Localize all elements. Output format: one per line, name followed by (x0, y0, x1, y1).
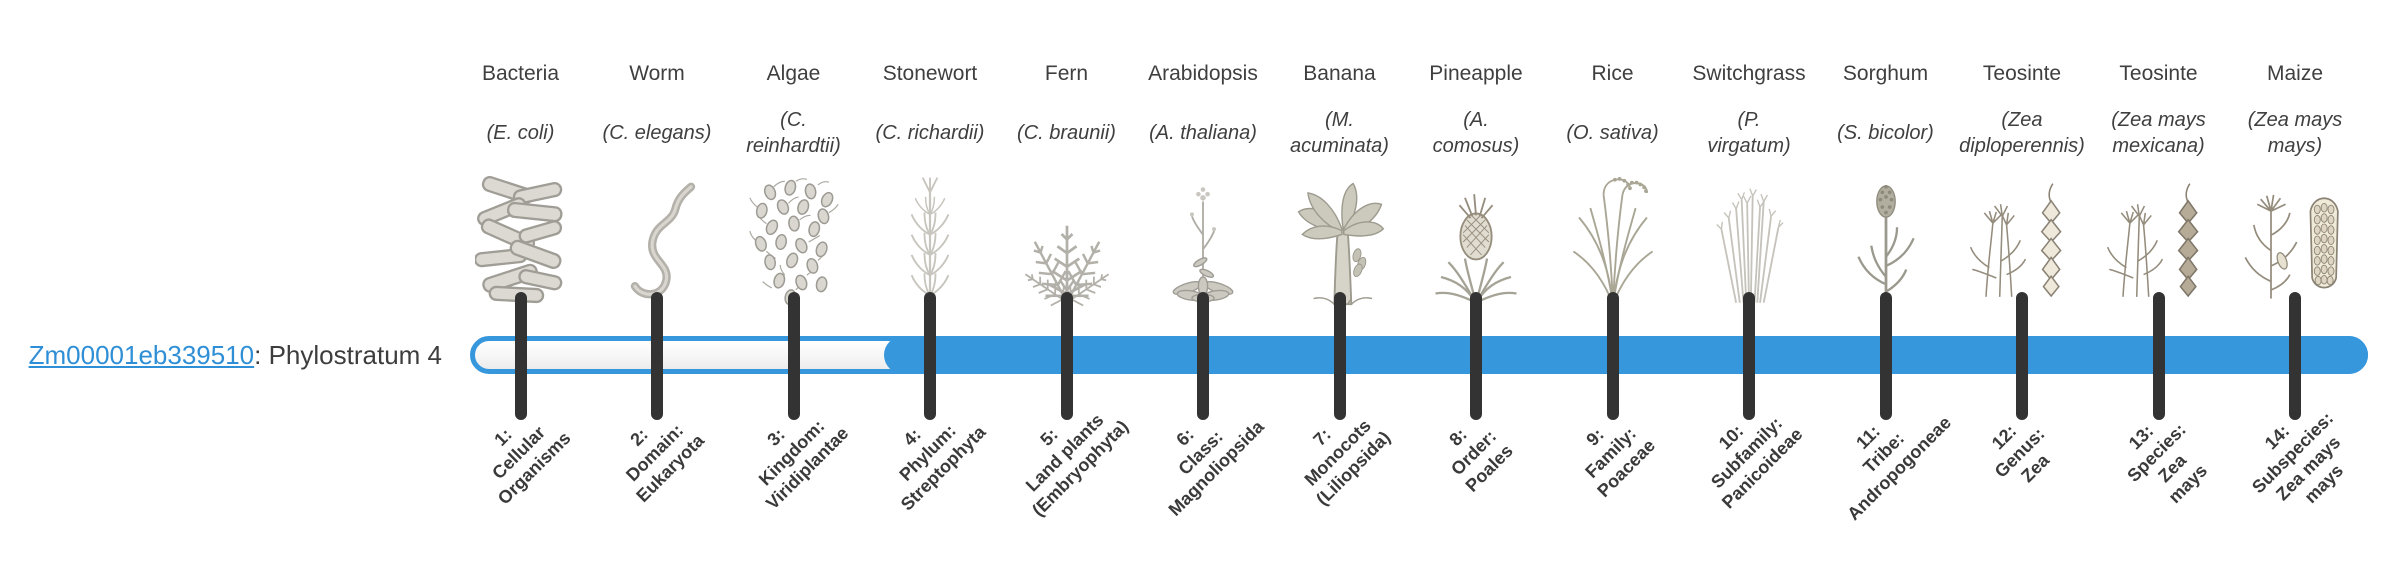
stratum-column: Teosinte (Zea mays mexicana) (2090, 52, 2227, 308)
timeline-tick (2289, 292, 2301, 420)
taxon-common-name: Rice (1591, 62, 1634, 85)
taxon-common-name: Pineapple (1429, 62, 1523, 85)
taxon-icon-wrap (862, 170, 999, 308)
stratum-label: 14: Subspecies: Zea mays mays (2190, 408, 2350, 518)
taxon-scientific-name: (C. reinhardtii) (746, 109, 841, 157)
taxon-scientific-name: (S. bicolor) (1837, 122, 1934, 144)
taxon-common-name: Teosinte (1982, 62, 2062, 85)
timeline-bar-fill (884, 336, 2368, 374)
stratum-column: Algae (C. reinhardtii) (725, 52, 862, 308)
taxon-common-name: Banana (1303, 62, 1376, 85)
taxon-icon-wrap (1817, 170, 1954, 308)
taxon-common-name: Maize (2266, 62, 2324, 85)
stonewort-icon (910, 177, 950, 305)
taxon-scientific-name: (Zea mays mexicana) (2111, 109, 2206, 157)
worm-icon (630, 182, 696, 299)
taxon-icon-wrap (998, 170, 1135, 308)
timeline-tick (1470, 292, 1482, 420)
timeline-tick (787, 292, 800, 420)
stratum-label-text: 14: Subspecies: Zea mays mays (2248, 408, 2347, 507)
taxon-common-name: Sorghum (1842, 62, 1929, 85)
sorghum-icon (1856, 184, 1915, 303)
stratum-column: Sorghum (S. bicolor) (1817, 52, 1954, 308)
stratum-column: Worm (C. elegans) (589, 52, 726, 308)
timeline-tick (2016, 292, 2028, 420)
taxon-icon-wrap (1135, 170, 1272, 308)
stratum-column: Bacteria (E. coli) (452, 52, 589, 308)
stratum-column: Arabidopsis (A. thaliana) (1135, 52, 1272, 308)
taxon-scientific-name: (Zea diploperennis) (1959, 109, 2085, 157)
taxon-icon-wrap (1408, 170, 1545, 308)
teosinte-diploperennis-icon (1969, 183, 2062, 298)
arabidopsis-icon (1172, 187, 1234, 303)
taxon-scientific-name: (A. thaliana) (1149, 122, 1257, 144)
taxon-scientific-name: (P. virgatum) (1707, 109, 1791, 157)
taxon-icon-wrap (452, 170, 589, 308)
timeline-tick (924, 292, 936, 420)
taxon-common-name: Fern (1044, 62, 1089, 85)
taxon-icon-wrap (2227, 170, 2364, 308)
timeline-tick (1879, 292, 1892, 420)
timeline-tick (1197, 292, 1209, 420)
taxon-scientific-name: (E. coli) (486, 122, 555, 144)
taxon-icon-wrap (1681, 170, 1818, 308)
taxon-icon-wrap (725, 170, 862, 308)
timeline-tick (1060, 292, 1073, 420)
gene-label: Zm00001eb339510: Phylostratum 4 (20, 340, 442, 371)
taxon-scientific-name: (Zea mays mays) (2247, 109, 2343, 157)
bacteria-icon (474, 176, 563, 304)
taxon-scientific-name: (C. braunii) (1017, 122, 1116, 144)
taxon-scientific-name: (A. comosus) (1432, 109, 1520, 157)
taxon-scientific-name: (O. sativa) (1566, 122, 1659, 144)
taxon-common-name: Worm (629, 62, 685, 85)
taxon-common-name: Bacteria (481, 62, 560, 85)
timeline-tick (1743, 292, 1755, 420)
timeline-tick (514, 292, 527, 420)
timeline-tick (1606, 292, 1619, 420)
stratum-column: Rice (O. sativa) (1544, 52, 1681, 308)
taxon-common-name: Algae (766, 62, 821, 85)
stratum-column: Pineapple (A. comosus) (1408, 52, 1545, 308)
taxon-common-name: Teosinte (2119, 62, 2198, 85)
stratum-column: Fern (C. braunii) (998, 52, 1135, 308)
taxon-icon-wrap (589, 170, 726, 308)
algae-icon (748, 178, 839, 306)
fern-icon (1017, 224, 1116, 308)
taxon-common-name: Stonewort (882, 62, 978, 85)
stratum-column: Switchgrass (P. virgatum) (1681, 52, 1818, 308)
rice-icon (1572, 176, 1653, 305)
taxon-scientific-name: (C. richardii) (875, 122, 985, 144)
taxon-common-name: Switchgrass (1692, 62, 1806, 85)
gene-link[interactable]: Zm00001eb339510 (28, 340, 255, 370)
taxon-icon-wrap (1544, 170, 1681, 308)
pineapple-icon (1435, 194, 1517, 304)
phylostratum-text: : Phylostratum 4 (254, 340, 442, 370)
taxon-scientific-name: (M. acuminata) (1290, 109, 1389, 157)
taxon-icon-wrap (1271, 170, 1408, 308)
stratum-column: Stonewort (C. richardii) (862, 52, 999, 308)
taxon-scientific-name: (C. elegans) (602, 122, 712, 144)
taxon-common-name: Arabidopsis (1148, 62, 1258, 85)
taxon-icon-wrap (1954, 170, 2091, 308)
timeline-tick (1333, 292, 1346, 420)
timeline-tick (2152, 292, 2165, 420)
stratum-column: Banana (M. acuminata) (1271, 52, 1408, 308)
teosinte-mexicana-icon (2106, 183, 2199, 298)
stratum-column: Teosinte (Zea diploperennis) (1954, 52, 2091, 308)
taxon-icon-wrap (2090, 170, 2227, 308)
switchgrass-icon (1716, 188, 1784, 303)
maize-icon (2244, 194, 2339, 299)
banana-icon (1297, 182, 1384, 306)
timeline-tick (651, 292, 663, 420)
stratum-column: Maize (Zea mays mays) (2227, 52, 2364, 308)
